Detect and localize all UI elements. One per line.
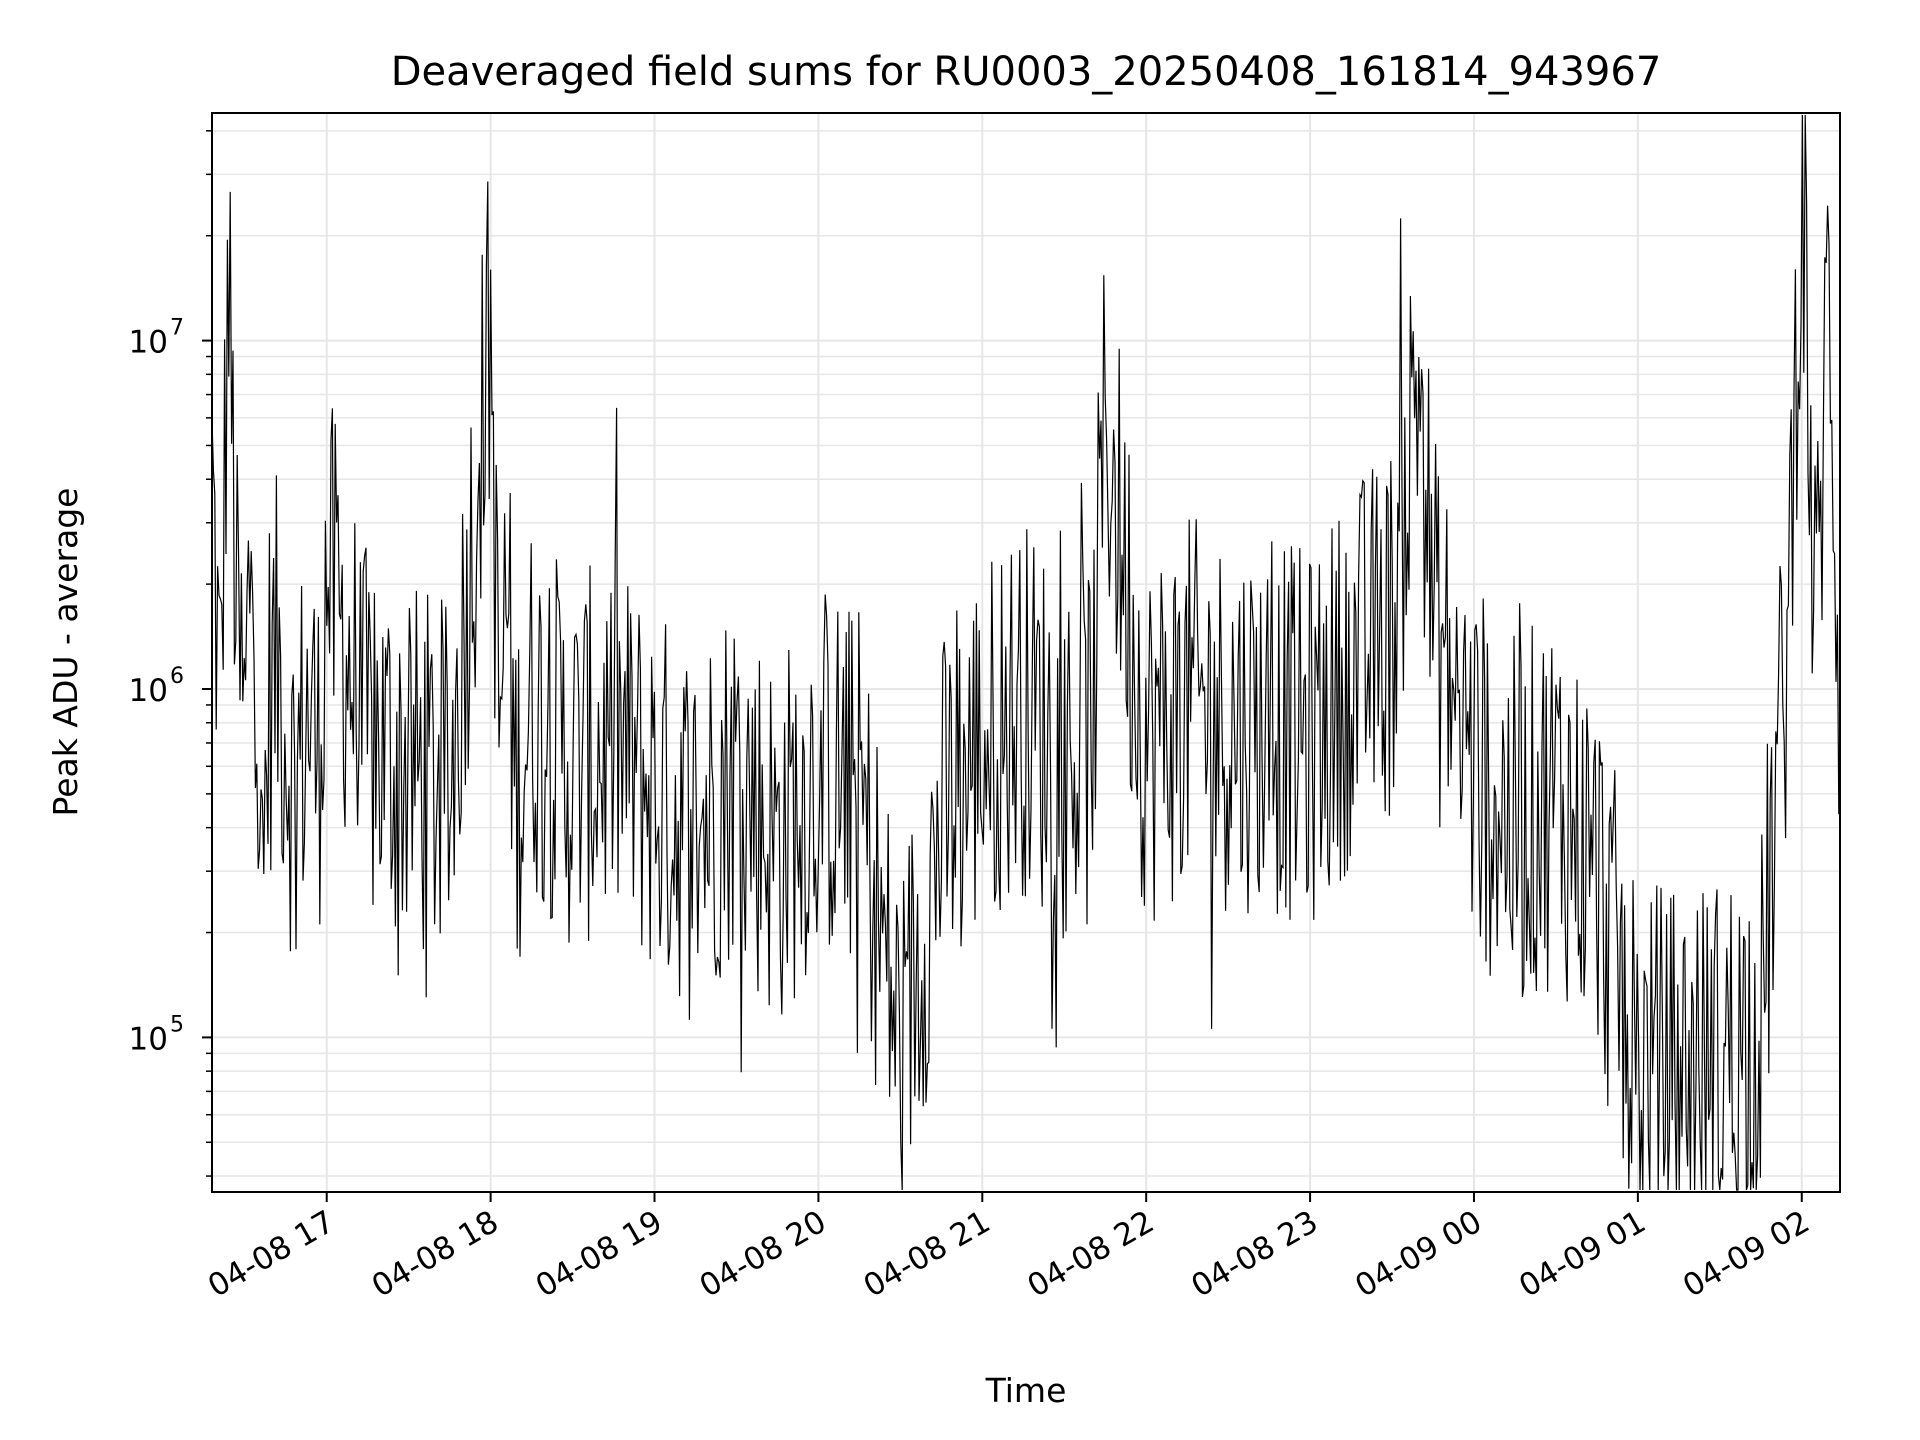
- y-axis-label: Peak ADU - average: [46, 488, 85, 817]
- y-tick-exponent: 6: [170, 664, 184, 689]
- chart-title: Deaveraged field sums for RU0003_2025040…: [391, 49, 1662, 95]
- plot-frame: [211, 112, 1841, 1193]
- y-tick-label: 10: [129, 325, 168, 361]
- x-axis-label: Time: [985, 1371, 1067, 1410]
- y-tick-exponent: 7: [170, 316, 184, 341]
- y-tick-label: 10: [129, 1021, 168, 1057]
- y-tick-label: 10: [129, 673, 168, 709]
- y-tick-exponent: 5: [170, 1012, 184, 1037]
- series-line: [211, 114, 1840, 1191]
